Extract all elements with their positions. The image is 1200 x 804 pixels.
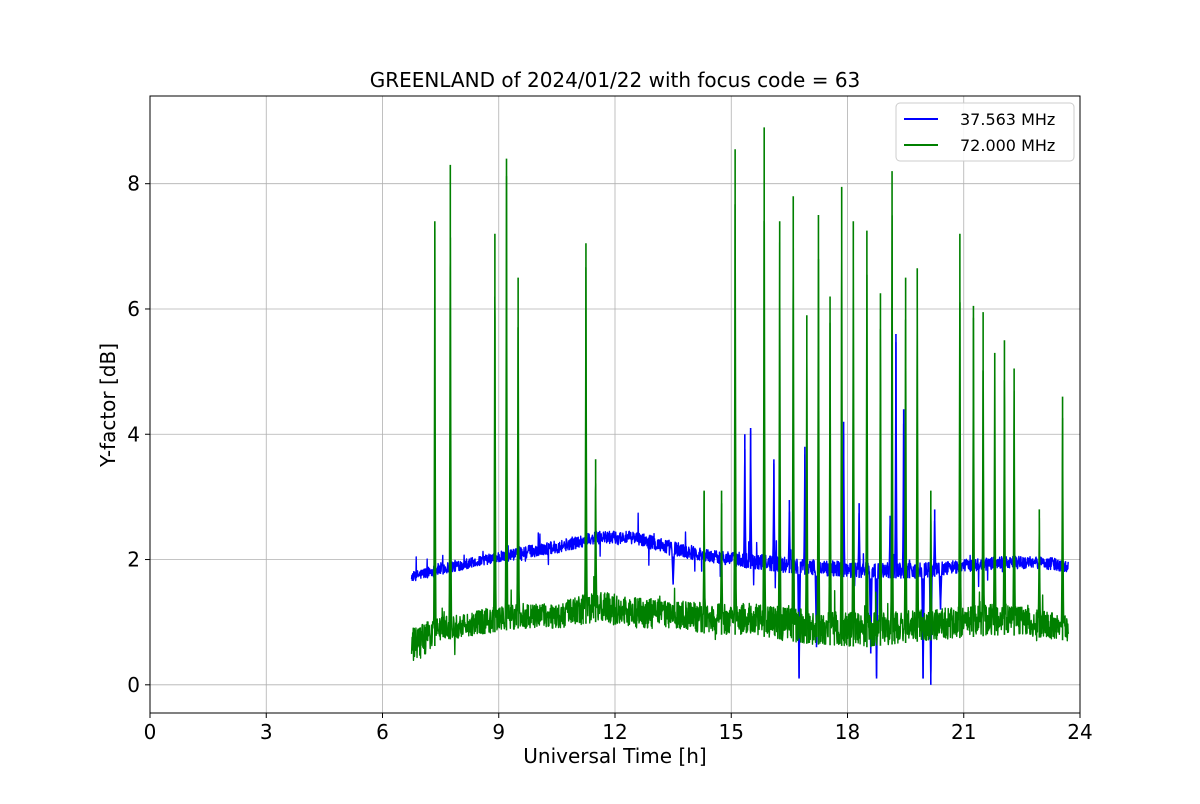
x-tick-label: 6 <box>376 720 389 744</box>
y-tick-label: 2 <box>127 548 140 572</box>
y-tick-label: 6 <box>127 297 140 321</box>
y-tick-label: 8 <box>127 172 140 196</box>
legend: 37.563 MHz 72.000 MHz <box>895 102 1075 162</box>
x-tick-label: 21 <box>951 720 976 744</box>
legend-label-72mhz: 72.000 MHz <box>960 136 1055 155</box>
x-tick-label: 3 <box>260 720 273 744</box>
x-tick-label: 15 <box>719 720 744 744</box>
y-axis-label: Y-factor [dB] <box>96 343 120 468</box>
series-layer <box>410 127 1070 685</box>
legend-box <box>895 102 1075 162</box>
legend-label-37mhz: 37.563 MHz <box>960 110 1055 129</box>
y-tick-label: 4 <box>127 422 140 446</box>
series-line-1 <box>410 175 1070 662</box>
chart-title: GREENLAND of 2024/01/22 with focus code … <box>370 68 861 92</box>
x-tick-label: 24 <box>1067 720 1092 744</box>
x-tick-label: 18 <box>835 720 860 744</box>
x-tick-label: 12 <box>602 720 627 744</box>
y-tick-label: 0 <box>127 673 140 697</box>
x-tick-label: 9 <box>492 720 505 744</box>
x-tick-label: 0 <box>144 720 157 744</box>
x-axis-label: Universal Time [h] <box>523 744 706 768</box>
